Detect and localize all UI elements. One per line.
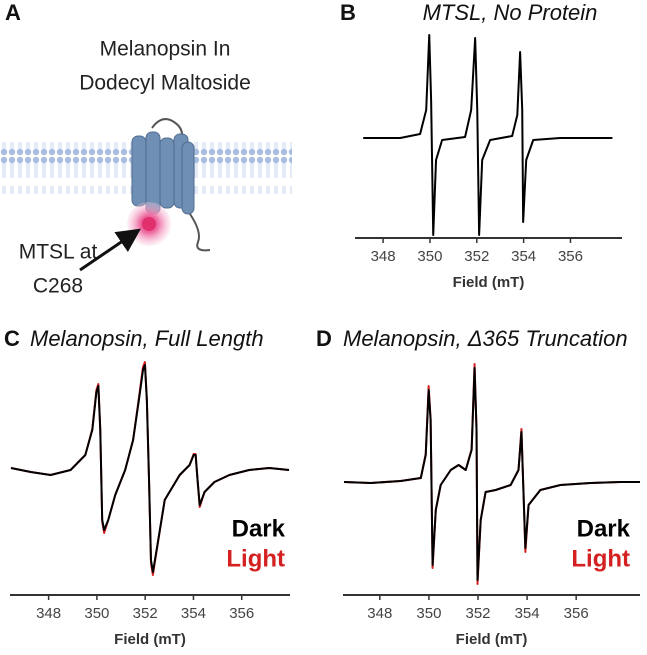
annotation: C268 xyxy=(33,275,83,298)
x-tick-label: 350 xyxy=(84,605,109,622)
legend-entry: Dark xyxy=(232,515,286,542)
x-tick-label: 354 xyxy=(515,605,540,622)
panel-title: MTSL, No Protein xyxy=(423,0,598,25)
panel-letter: A xyxy=(5,0,21,25)
x-axis-label: Field (mT) xyxy=(456,631,528,648)
arrow xyxy=(79,228,141,272)
x-tick-label: 350 xyxy=(417,248,442,265)
legend-entry: Dark xyxy=(577,515,631,542)
x-tick-label: 352 xyxy=(133,605,158,622)
x-tick-label: 350 xyxy=(416,605,441,622)
x-axis-label: Field (mT) xyxy=(453,274,525,291)
x-tick-label: 352 xyxy=(464,248,489,265)
legend-entry: Light xyxy=(571,545,630,572)
protein xyxy=(127,118,211,252)
panel-letter: C xyxy=(4,326,20,351)
x-tick-label: 348 xyxy=(367,605,392,622)
x-tick-label: 352 xyxy=(465,605,490,622)
panel-title: Melanopsin, Δ365 Truncation xyxy=(343,326,628,351)
x-tick-label: 348 xyxy=(36,605,61,622)
diagram-title: Dodecyl Maltoside xyxy=(79,72,251,95)
panel-letter: D xyxy=(316,326,332,351)
legend-entry: Light xyxy=(226,545,285,572)
x-tick-label: 354 xyxy=(511,248,536,265)
x-tick-label: 356 xyxy=(229,605,254,622)
spectrum-line xyxy=(343,367,640,581)
x-tick-label: 348 xyxy=(371,248,396,265)
x-tick-label: 354 xyxy=(181,605,206,622)
x-axis-label: Field (mT) xyxy=(114,631,186,648)
panel-a: A Melanopsin In Dodecyl Maltoside MTSL a… xyxy=(0,0,292,298)
diagram-title: Melanopsin In xyxy=(100,38,231,61)
panel-title: Melanopsin, Full Length xyxy=(30,326,264,351)
spectrum-line xyxy=(10,364,290,573)
annotation: MTSL at xyxy=(19,241,98,264)
spectrum-line xyxy=(363,34,613,236)
panel-letter: B xyxy=(340,0,356,25)
x-tick-label: 356 xyxy=(558,248,583,265)
x-tick-label: 356 xyxy=(564,605,589,622)
